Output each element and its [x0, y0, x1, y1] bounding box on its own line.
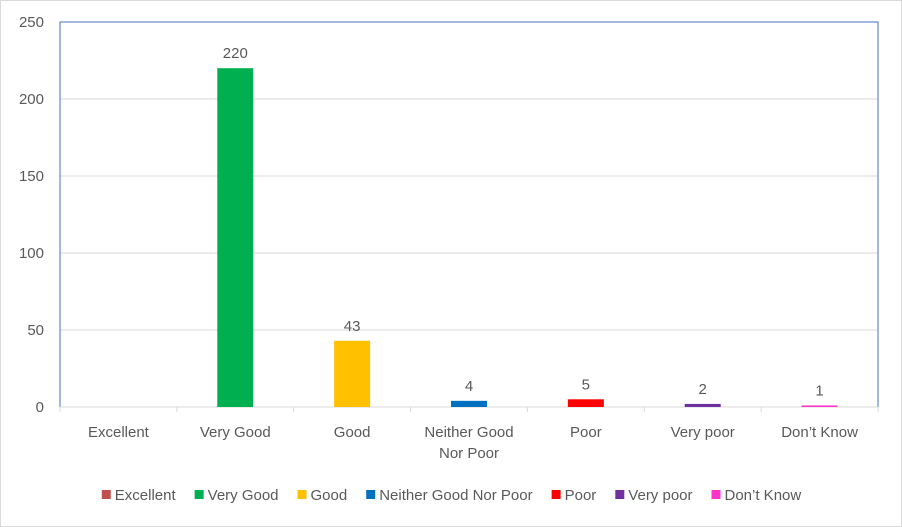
legend-label: Very Good [208, 487, 279, 504]
x-tick-label: Don’t Know [781, 424, 858, 441]
bar-don-t-know [801, 405, 838, 407]
data-label: 5 [582, 376, 590, 393]
legend-swatch [615, 490, 625, 499]
y-tick-label: 150 [19, 168, 44, 185]
data-label: 220 [223, 45, 248, 62]
legend-swatch [297, 490, 307, 499]
legend-swatch [551, 490, 561, 499]
plot-area-border [59, 21, 879, 408]
x-tick-label: Poor [570, 424, 602, 441]
data-label: 4 [465, 378, 473, 395]
legend-swatch [101, 490, 111, 499]
legend-label: Excellent [115, 487, 177, 504]
y-tick-label: 200 [19, 91, 44, 108]
bar-very-good [217, 68, 254, 407]
legend-label: Good [311, 487, 348, 504]
y-tick-label: 100 [19, 245, 44, 262]
bar-poor [567, 399, 604, 407]
bar-very-poor [684, 403, 721, 407]
data-label: 2 [699, 381, 707, 398]
legend-swatch [194, 490, 204, 499]
x-tick-label: Very Good [200, 424, 271, 441]
data-label: 43 [344, 318, 361, 335]
y-tick-label: 0 [36, 399, 44, 416]
bar-neither-good-nor-poor [451, 400, 487, 407]
x-tick-label: Good [334, 424, 371, 441]
x-tick-label: Excellent [88, 424, 150, 441]
legend-swatch [366, 490, 376, 499]
data-label: 1 [815, 382, 823, 399]
x-tick-label: Very poor [671, 424, 735, 441]
bar-good [334, 340, 371, 407]
legend-label: Very poor [628, 487, 692, 504]
legend-label: Don’t Know [725, 487, 802, 504]
x-tick-label: Neither Good Nor Poor [424, 424, 513, 462]
legend-label: Poor [565, 487, 597, 504]
legend-label: Neither Good Nor Poor [379, 487, 532, 504]
y-tick-label: 250 [19, 14, 44, 31]
y-tick-label: 50 [27, 322, 44, 339]
legend-swatch [711, 490, 721, 499]
